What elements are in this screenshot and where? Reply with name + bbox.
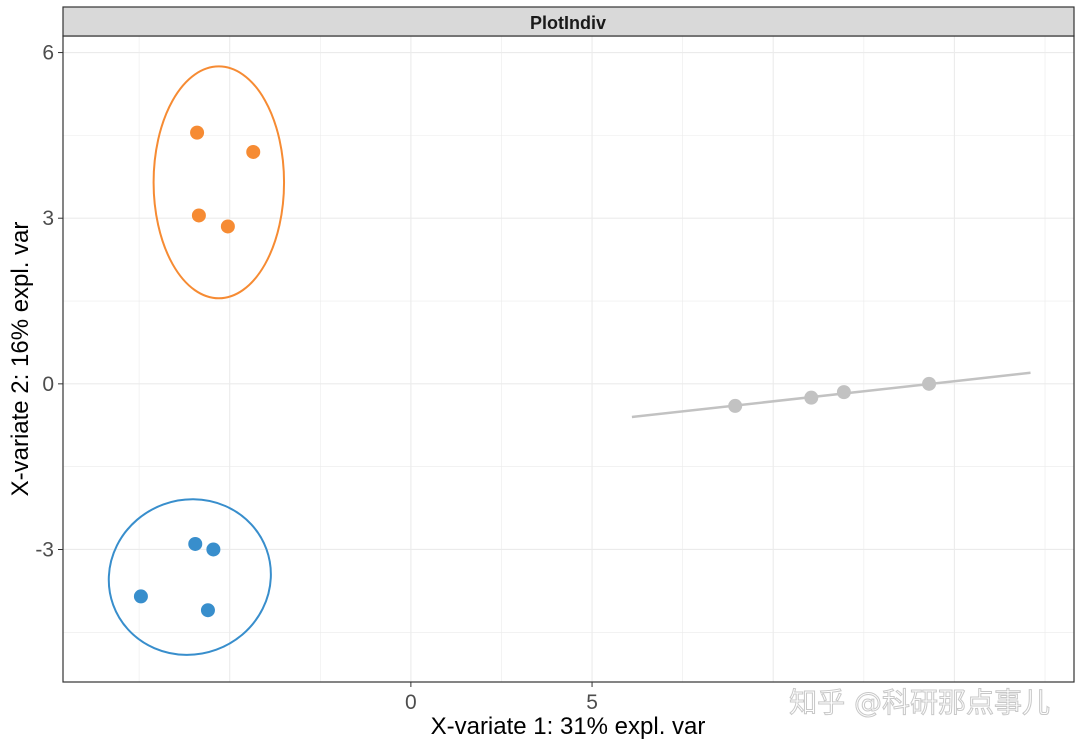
group-lines [631, 371, 1031, 419]
y-tick-label: 3 [42, 207, 54, 230]
x-axis-title: X-variate 1: 31% expl. var [431, 713, 706, 740]
data-point-group-3 [836, 385, 851, 400]
data-point-group-3 [804, 390, 819, 405]
data-point-group-1 [190, 125, 205, 140]
data-point-group-3 [728, 398, 743, 413]
x-tick-label: 5 [586, 691, 598, 714]
y-tick-label: 0 [42, 373, 54, 396]
watermark-text: 知乎 @科研那点事儿 [789, 686, 1050, 719]
panel-background [63, 36, 1074, 682]
group-line-3 [631, 371, 1031, 419]
data-point-group-2 [206, 542, 221, 557]
x-tick-label: 0 [405, 691, 417, 714]
data-point-group-1 [246, 144, 261, 159]
data-points [133, 125, 937, 618]
data-point-group-1 [191, 208, 206, 223]
data-point-group-1 [220, 219, 235, 234]
group-ellipses [107, 65, 286, 656]
grid-lines [63, 36, 1074, 682]
confidence-ellipse-2 [107, 498, 272, 656]
facet-strip [62, 6, 1075, 37]
y-tick-label: 6 [42, 42, 54, 65]
facet-strip-title: PlotIndiv [530, 13, 606, 33]
data-point-group-2 [133, 589, 148, 604]
data-point-group-2 [188, 536, 203, 551]
data-point-group-3 [922, 376, 937, 391]
data-point-group-2 [200, 603, 215, 618]
y-tick-label: -3 [35, 538, 54, 561]
axes: 0 5 -3 0 3 6 [35, 42, 598, 714]
y-axis-title: X-variate 2: 16% expl. var [7, 222, 34, 497]
confidence-ellipse-1 [152, 65, 286, 300]
